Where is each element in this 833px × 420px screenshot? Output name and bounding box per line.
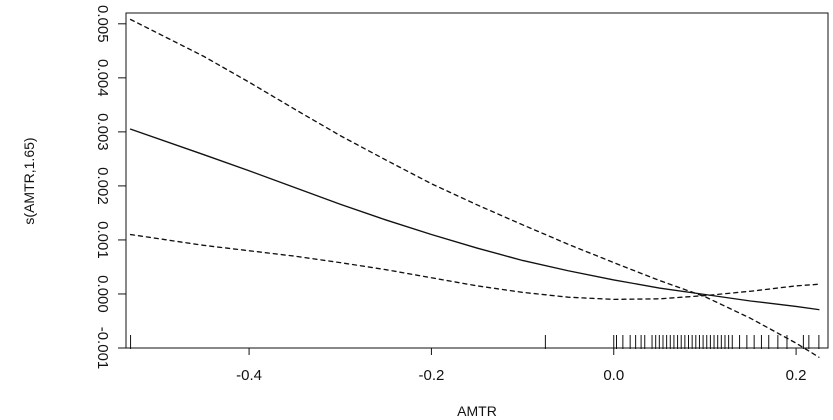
x-tick-label: 0.0: [603, 367, 624, 384]
x-axis-label: AMTR: [457, 403, 497, 419]
smooth-fit-line: [129, 128, 820, 311]
x-tick-label: -0.4: [236, 367, 262, 384]
y-axis-label: s(AMTR,1.65): [21, 137, 37, 224]
x-axis: -0.4 -0.2 0.0 0.2: [236, 348, 807, 384]
y-tick-label: 0.000: [94, 275, 111, 313]
y-tick-label: 0.001: [94, 221, 111, 259]
y-tick-label: -0.001: [94, 327, 111, 370]
y-tick-label: 0.005: [94, 5, 111, 43]
upper-confidence-band: [129, 18, 820, 358]
y-tick-label: 0.004: [94, 59, 111, 97]
x-tick-label: 0.2: [786, 367, 807, 384]
series-layer: [129, 18, 820, 358]
rug-layer: [130, 335, 820, 349]
x-tick-label: -0.2: [418, 367, 444, 384]
y-axis: -0.001 0.000 0.001 0.002 0.003 0.004 0.005: [94, 5, 126, 369]
lower-confidence-band: [129, 233, 820, 301]
y-tick-label: 0.002: [94, 167, 111, 205]
y-tick-label: 0.003: [94, 113, 111, 151]
plot-frame: [125, 12, 829, 349]
